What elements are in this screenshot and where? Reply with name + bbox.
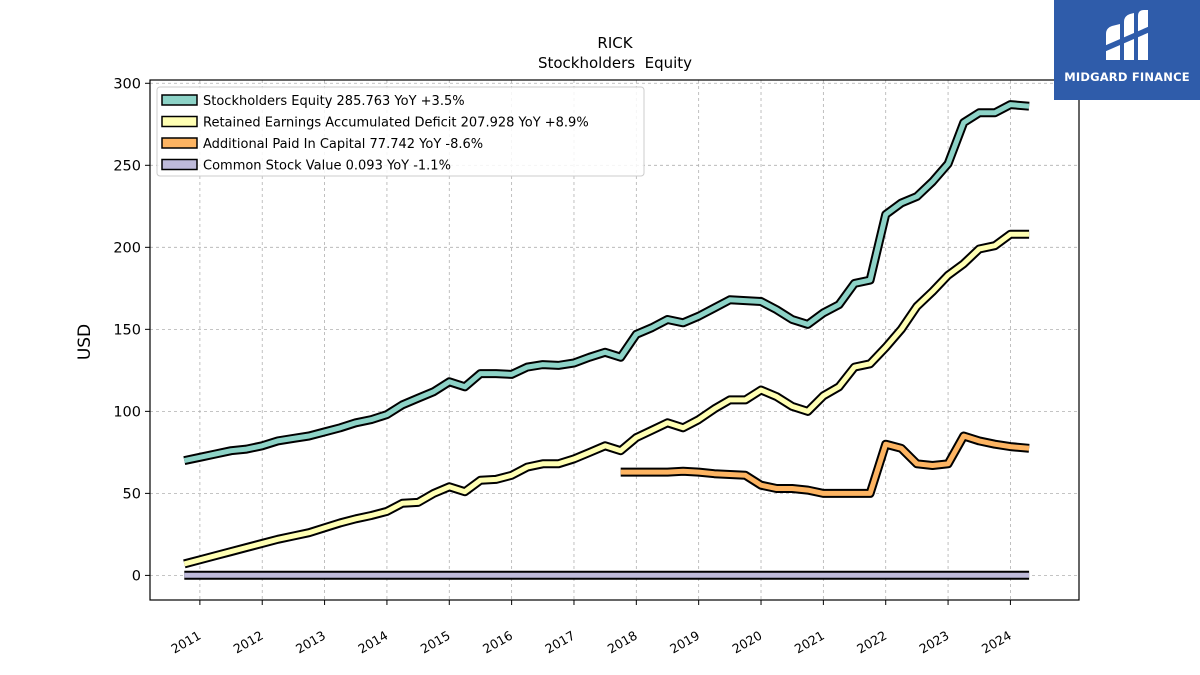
y-tick-label: 150 xyxy=(113,322,141,338)
chart-subtitle: Stockholders Equity xyxy=(538,54,692,72)
x-tick-label: 2012 xyxy=(231,628,266,657)
y-tick-label: 200 xyxy=(113,240,141,256)
y-tick-label: 100 xyxy=(113,404,141,420)
brand-name: MIDGARD FINANCE xyxy=(1064,70,1190,84)
series-additional-paid-in-capital xyxy=(620,431,1030,498)
series-line xyxy=(183,102,1030,464)
x-tick-label: 2024 xyxy=(979,628,1014,657)
legend: Stockholders Equity 285.763 YoY +3.5% Ret… xyxy=(156,86,645,177)
x-tick-label: 2022 xyxy=(854,628,889,657)
x-tick-label: 2020 xyxy=(729,628,764,657)
x-tick-label: 2019 xyxy=(667,628,702,657)
legend-label: Common Stock Value 0.093 YoY -1.1% xyxy=(203,159,451,174)
x-tick-label: 2023 xyxy=(917,628,952,657)
x-tick-label: 2018 xyxy=(605,628,640,657)
y-tick-label: 0 xyxy=(132,568,141,584)
y-axis-label: USD xyxy=(75,324,95,360)
legend-box xyxy=(156,86,645,177)
chart-title: RICK xyxy=(597,34,633,52)
y-tick-label: 50 xyxy=(123,486,141,502)
x-tick-label: 2013 xyxy=(293,628,328,657)
legend-label: Additional Paid In Capital 77.742 YoY -8… xyxy=(203,137,483,152)
x-tick-label: 2014 xyxy=(355,628,390,657)
x-tick-label: 2015 xyxy=(418,628,453,657)
plot-frame xyxy=(149,79,1080,601)
brand-logo: MIDGARD FINANCE xyxy=(1054,0,1200,100)
series-stockholders-equity xyxy=(183,100,1030,466)
y-tick-label: 250 xyxy=(113,158,141,174)
series-retained-earnings-accumulated-deficit xyxy=(183,229,1030,569)
legend-swatch xyxy=(161,115,198,128)
series-layer xyxy=(183,100,1030,580)
x-tick-label: 2021 xyxy=(792,628,827,657)
series-outline xyxy=(620,431,1030,498)
legend-label: Retained Earnings Accumulated Deficit 20… xyxy=(203,116,589,131)
x-tick-label: 2011 xyxy=(168,628,203,657)
legend-label: Stockholders Equity 285.763 YoY +3.5% xyxy=(203,94,465,109)
x-tick-label: 2016 xyxy=(480,628,515,657)
legend-swatch xyxy=(161,94,198,106)
midgard-logo-icon xyxy=(1104,10,1150,60)
x-tick-label: 2017 xyxy=(542,628,577,657)
series-line xyxy=(620,433,1030,496)
series-line xyxy=(183,231,1030,567)
legend-swatch xyxy=(161,137,198,149)
legend-swatch xyxy=(161,158,198,171)
series-outline xyxy=(183,229,1030,569)
y-tick-label: 300 xyxy=(113,76,141,92)
grid xyxy=(150,80,1079,600)
